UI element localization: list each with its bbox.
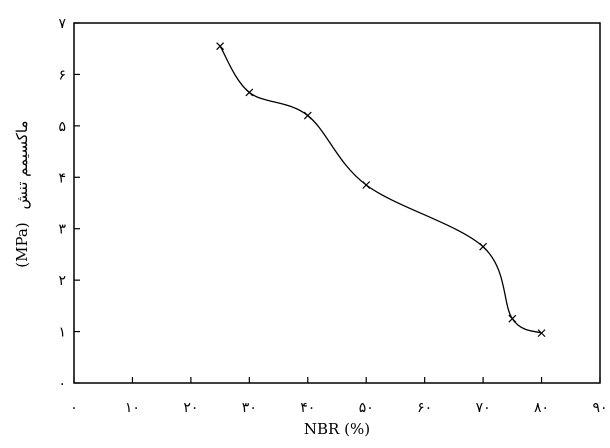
x-tick-label: ۵۰ <box>359 400 374 416</box>
x-tick-label: ۰ <box>70 400 78 416</box>
data-point-marker <box>479 242 488 251</box>
x-tick-label: ۱۰ <box>125 400 140 416</box>
series-line <box>219 45 542 334</box>
x-tick-label: ۸۰ <box>534 400 549 416</box>
y-tick-label: ۴ <box>58 170 66 186</box>
x-tick-label: ۴۰ <box>300 400 315 416</box>
y-tick-label: ۵ <box>58 119 66 135</box>
x-tick-label: ۷۰ <box>476 400 491 416</box>
y-tick-label: ۱ <box>58 325 66 341</box>
data-point-marker <box>362 181 371 189</box>
y-axis-label-unit: (MPa) <box>13 222 31 267</box>
y-axis-label: ماکسیمم تنش <box>13 121 31 210</box>
y-tick-label: ۲ <box>58 273 66 289</box>
data-point-marker <box>216 42 225 51</box>
x-axis-label: NBR (%) <box>304 420 370 438</box>
data-point-marker <box>245 88 254 97</box>
y-tick-label: ۶ <box>58 67 66 83</box>
plot-frame <box>73 22 601 384</box>
data-point-marker <box>537 329 546 338</box>
x-tick-label: ۹۰ <box>592 400 607 416</box>
y-tick-label: ۰ <box>58 376 66 392</box>
y-axis-label-group: (MPa) ماکسیمم تنش <box>13 121 31 268</box>
data-markers <box>216 42 546 338</box>
x-tick-label: ۶۰ <box>417 400 432 416</box>
y-tick-label: ۳ <box>58 222 66 238</box>
x-tick-label: ۳۰ <box>242 400 257 416</box>
y-axis-ticks: ۰ ۱ ۲ ۳ ۴ ۵ ۶ ۷ <box>58 16 80 392</box>
data-point-marker <box>508 314 517 323</box>
y-tick-label: ۷ <box>58 16 66 32</box>
x-axis-ticks: ۰ ۱۰ ۲۰ ۳۰ ۴۰ ۵۰ ۶۰ ۷۰ ۸۰ ۹۰ <box>70 377 608 416</box>
x-tick-label: ۲۰ <box>183 400 198 416</box>
data-point-marker <box>303 111 312 120</box>
